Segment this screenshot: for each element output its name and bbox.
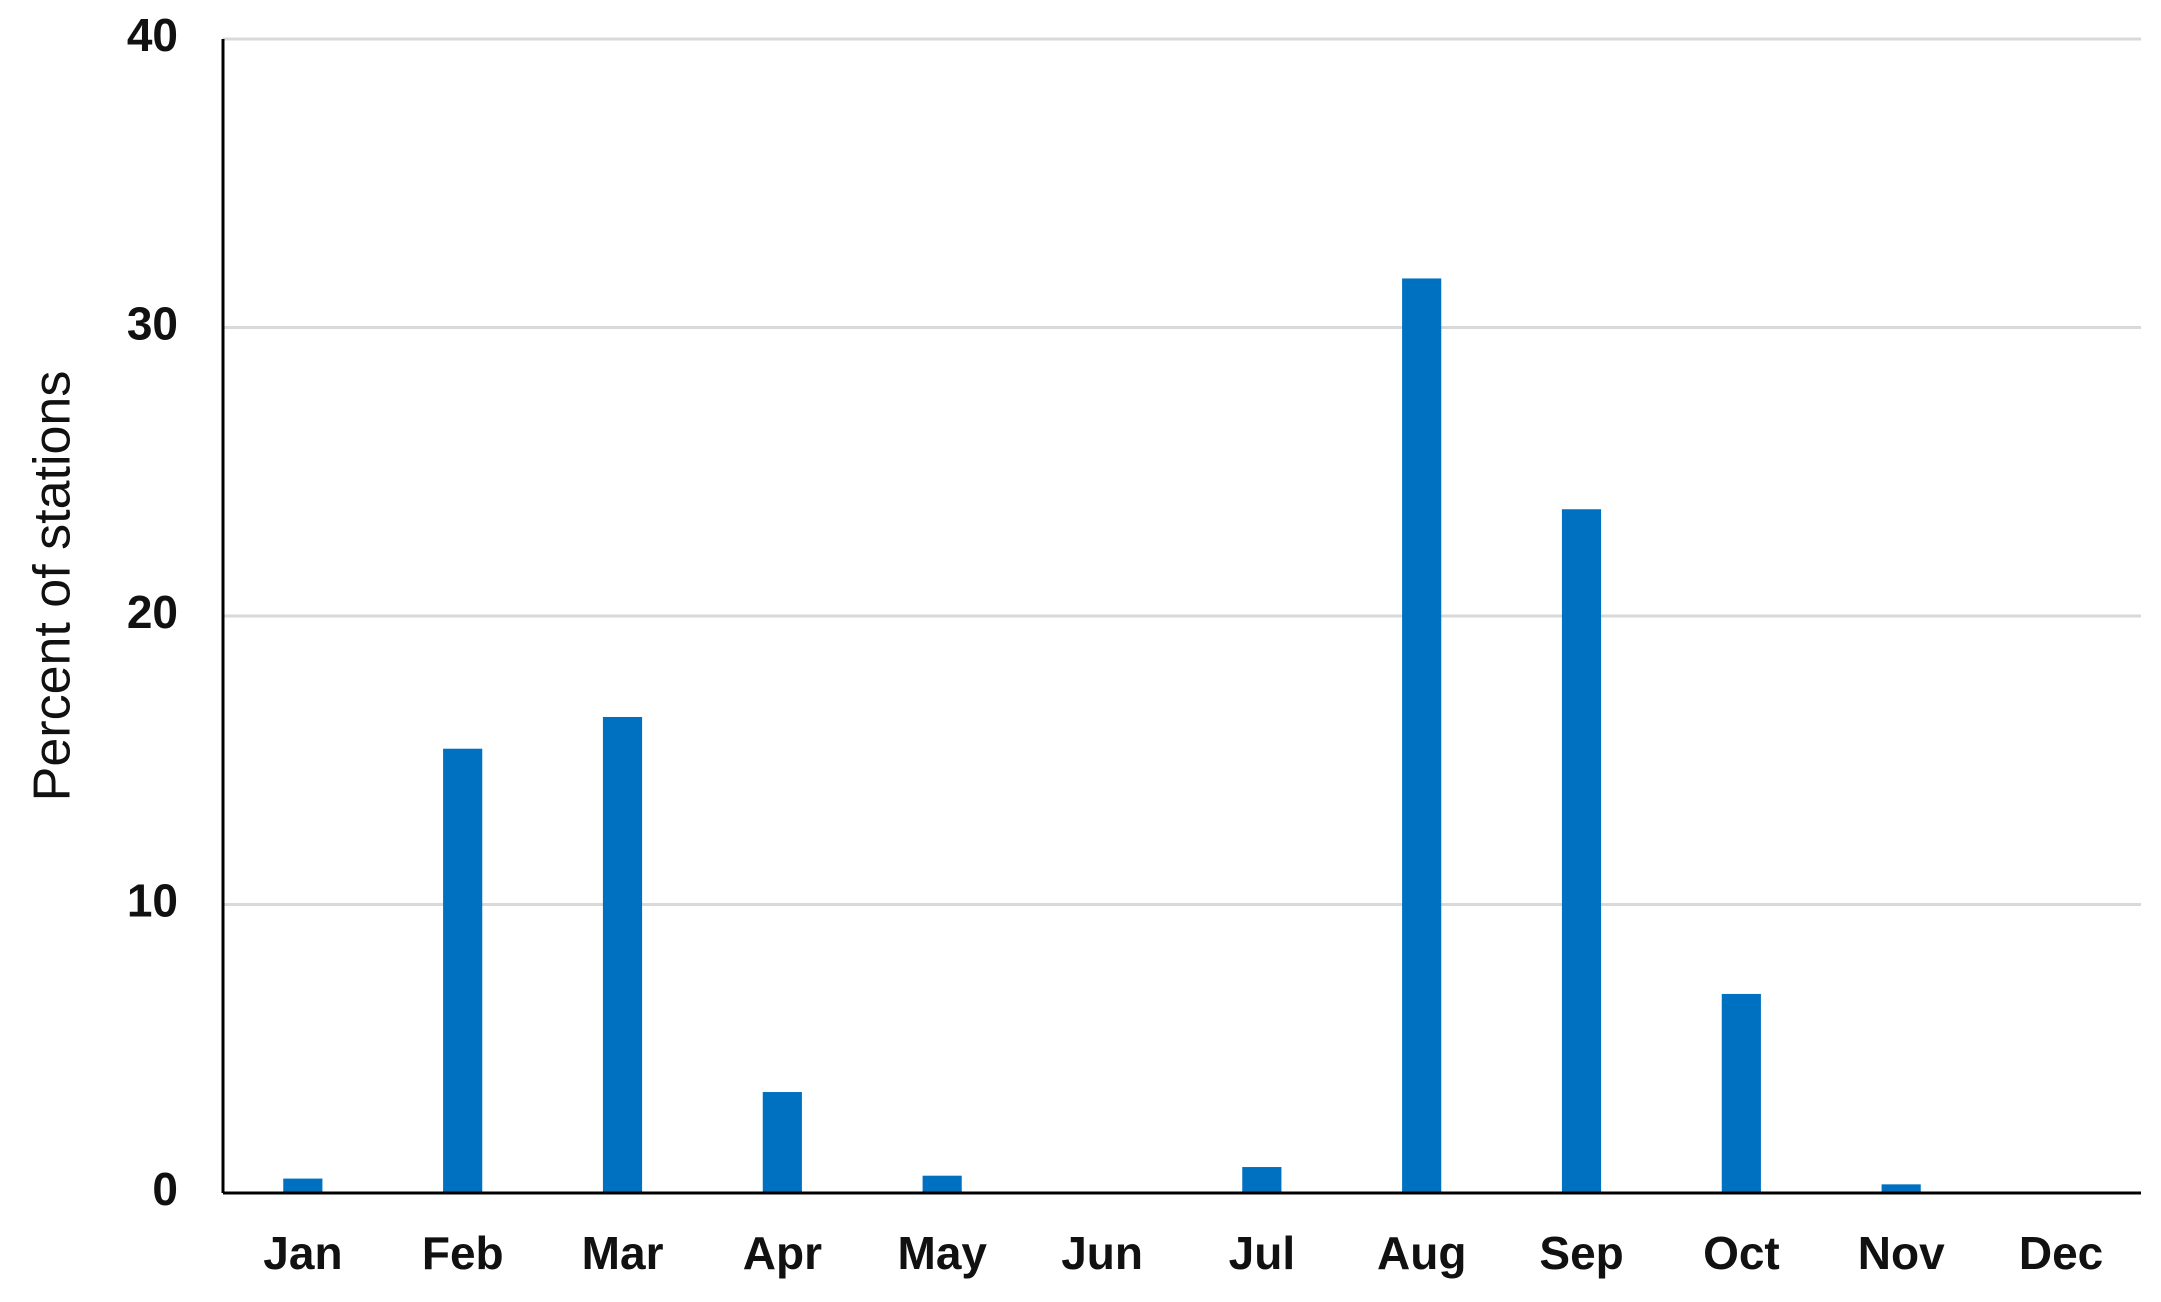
bar: [602, 716, 643, 1193]
x-tick-label: Dec: [2019, 1227, 2103, 1279]
x-tick-label: May: [898, 1227, 988, 1279]
bar: [283, 1178, 323, 1193]
bar: [1881, 1184, 1921, 1193]
x-tick-label: Jul: [1229, 1227, 1295, 1279]
y-tick-label: 40: [127, 9, 178, 61]
x-tick-label: Nov: [1858, 1227, 1945, 1279]
bar: [1561, 509, 1602, 1193]
bar: [1721, 993, 1761, 1193]
x-tick-label: Mar: [582, 1227, 664, 1279]
x-tick-label: Aug: [1377, 1227, 1466, 1279]
bar: [922, 1175, 962, 1193]
x-tick-label: Feb: [422, 1227, 504, 1279]
y-tick-label: 10: [127, 875, 178, 927]
x-tick-label: Jun: [1061, 1227, 1143, 1279]
bar: [443, 748, 483, 1193]
y-tick-label: 0: [152, 1163, 178, 1215]
x-tick-label: Apr: [743, 1227, 822, 1279]
y-tick-label: 20: [127, 586, 178, 638]
x-tick-label: Jan: [263, 1227, 342, 1279]
y-tick-label: 30: [127, 298, 178, 350]
bar: [1402, 278, 1442, 1194]
x-tick-label: Oct: [1703, 1227, 1780, 1279]
y-axis-label: Percent of stations: [24, 371, 82, 802]
bar: [762, 1092, 802, 1193]
x-tick-label: Sep: [1539, 1227, 1623, 1279]
bar: [1242, 1167, 1282, 1193]
